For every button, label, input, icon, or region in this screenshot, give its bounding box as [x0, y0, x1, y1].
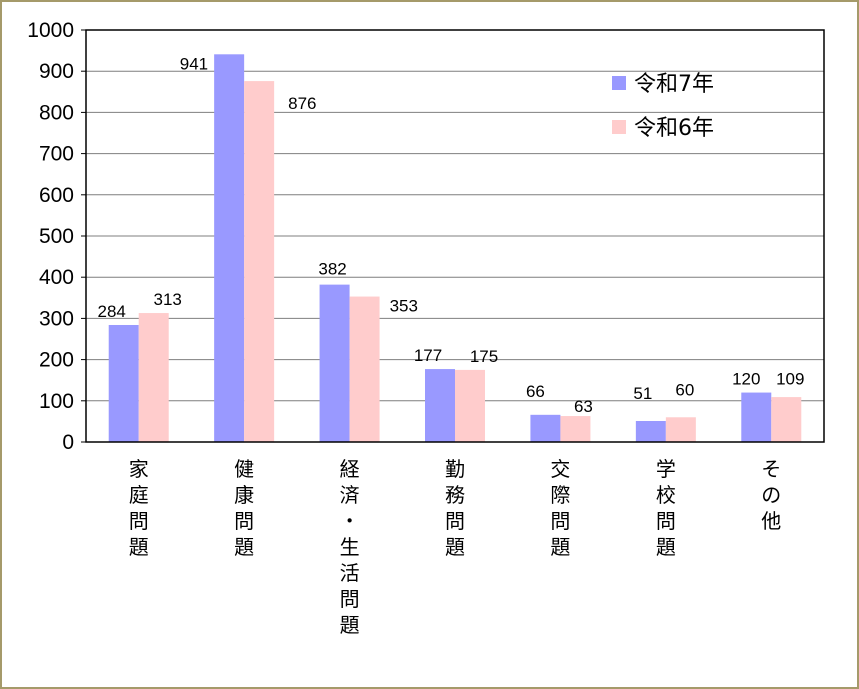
category-label-char: 経 [340, 457, 360, 481]
y-tick-label: 500 [39, 225, 74, 248]
bar-series-2 [771, 397, 802, 442]
bar-series-2 [665, 417, 696, 442]
category-label-char: 康 [234, 483, 254, 507]
y-tick-label: 300 [39, 307, 74, 330]
category-label-char: 問 [656, 509, 676, 533]
bar-series-2 [244, 81, 275, 442]
bar-series-1 [319, 284, 350, 442]
bar-series-2 [455, 369, 485, 442]
y-tick-label: 100 [39, 390, 74, 413]
category-label-char: 問 [550, 509, 570, 533]
category-label-char: 庭 [129, 483, 149, 507]
category-label-char: 学 [656, 457, 676, 481]
bar-series-1 [530, 414, 561, 442]
gridlines [86, 70, 824, 402]
category-label-char: 勤 [445, 457, 465, 481]
legend-label: 令和7年 [634, 72, 714, 97]
category-label-char: 問 [129, 509, 149, 533]
y-tick-label: 800 [39, 101, 74, 124]
category-label-char: 活 [340, 561, 360, 585]
category-label-char: ・ [340, 509, 360, 533]
category-label-char: 題 [550, 535, 570, 559]
y-tick-label: 900 [39, 60, 74, 83]
category-label-char: 家 [129, 457, 149, 481]
bar-series-2 [560, 416, 591, 442]
data-label-series-1: 382 [318, 260, 346, 279]
y-tick-label: 1000 [27, 19, 74, 42]
category-label-char: そ [761, 457, 781, 481]
data-label-series-2: 109 [776, 370, 804, 389]
data-label-series-2: 63 [574, 397, 593, 416]
bar-series-1 [214, 54, 245, 443]
bars [108, 54, 802, 443]
y-tick-label: 600 [39, 184, 74, 207]
category-label-char: 問 [445, 509, 465, 533]
category-label-char: 校 [656, 483, 676, 507]
y-tick-label: 200 [39, 349, 74, 372]
data-label-series-1: 177 [414, 346, 442, 365]
y-tick-label: 400 [39, 266, 74, 289]
data-label-series-2: 313 [154, 290, 182, 309]
bar-series-2 [138, 313, 169, 442]
bar-series-2 [349, 296, 380, 442]
category-label-char: 題 [234, 535, 254, 559]
y-tick-label: 0 [62, 431, 74, 454]
data-label-series-1: 284 [98, 302, 126, 321]
category-label-char: 問 [234, 509, 254, 533]
category-label-char: 健 [234, 457, 254, 481]
legend-swatch [612, 76, 626, 90]
bar-series-1 [741, 392, 772, 442]
data-label-series-2: 175 [470, 347, 498, 366]
category-label-char: 題 [656, 535, 676, 559]
legend-swatch [612, 120, 626, 134]
data-label-series-1: 941 [180, 54, 208, 73]
bar-series-1 [108, 324, 139, 442]
y-tick-label: 700 [39, 143, 74, 166]
category-label-char: 題 [340, 613, 360, 637]
category-label-char: 題 [445, 535, 465, 559]
legend-label: 令和6年 [634, 116, 714, 141]
category-label-char: 済 [340, 483, 360, 507]
category-label-char: 題 [129, 535, 149, 559]
category-label-char: 問 [340, 587, 360, 611]
y-tick-labels: 0 100 200 300 400 500 600 700 800 900 1000 [27, 19, 74, 454]
category-label-char: 際 [550, 483, 570, 507]
bar-series-1 [635, 420, 666, 442]
axes [81, 29, 825, 443]
data-label-series-1: 66 [526, 382, 545, 401]
data-label-series-2: 876 [288, 94, 316, 113]
category-label-char: 他 [761, 509, 781, 533]
data-label-series-1: 120 [732, 370, 760, 389]
data-label-series-2: 353 [390, 297, 418, 316]
category-label-char: の [761, 483, 781, 507]
bar-series-1 [425, 369, 455, 442]
data-label-series-1: 51 [633, 384, 652, 403]
category-label-char: 交 [550, 457, 570, 481]
data-label-series-2: 60 [675, 380, 694, 399]
data-labels: 284 313 941 876 382 353 177 175 66 63 51 60 120 109 [98, 54, 805, 416]
category-label-char: 生 [340, 535, 360, 559]
category-label-char: 務 [445, 483, 465, 507]
